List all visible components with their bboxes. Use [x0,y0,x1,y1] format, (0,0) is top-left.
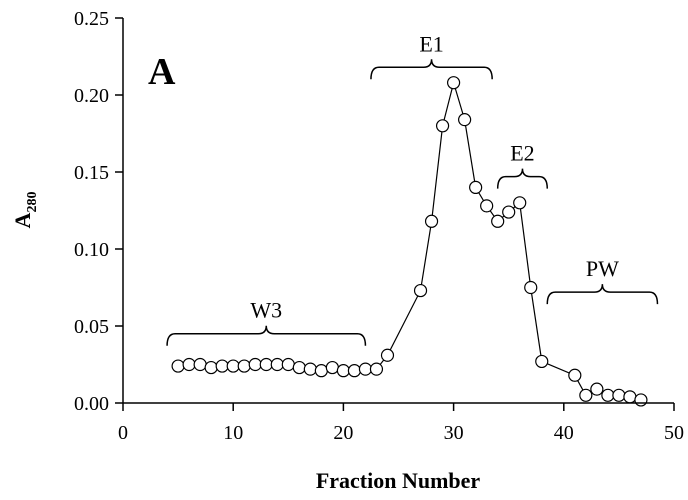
y-axis-title-sub: 280 [25,192,40,213]
data-point [215,359,229,373]
data-point [336,364,350,378]
data-point [347,364,362,378]
data-point [314,364,328,378]
data-point [568,368,582,382]
data-point [248,357,262,372]
y-tick-label: 0.05 [74,316,109,338]
data-point [524,280,538,295]
y-ticks: 0.00 0.05 0.10 0.15 0.20 0.25 [74,8,123,415]
annotation-label: PW [586,256,619,281]
data-point [413,283,428,298]
x-axis-title: Fraction Number [316,468,481,493]
data-point [491,214,505,228]
data-point [601,388,615,402]
data-point [292,360,306,375]
annotation-brace [546,284,659,305]
data-point [259,357,273,372]
y-tick-label: 0.25 [74,8,109,30]
data-point [458,113,472,127]
data-point [424,214,439,228]
x-tick-label: 10 [223,422,243,444]
data-point [204,360,218,375]
x-tick-label: 50 [664,422,684,444]
data-point [380,348,395,362]
y-axis-title-main: A [10,212,35,228]
annotation-label: E1 [419,31,443,56]
data-point [623,390,637,404]
annotation-brace [496,168,549,189]
x-tick-label: 0 [118,422,128,444]
data-point [281,357,295,372]
annotation-brace [166,325,367,346]
x-ticks: 0 10 20 30 40 50 [118,403,684,444]
data-point [469,180,483,194]
y-tick-label: 0.15 [74,162,109,184]
data-point [193,357,207,372]
x-tick-label: 30 [444,422,464,444]
annotation-label: E2 [510,141,534,166]
svg-text:A280: A280 [10,192,40,229]
y-axis-title: A280 [10,192,40,229]
data-point [535,354,549,369]
y-tick-label: 0.00 [74,393,109,415]
data-point [303,362,317,376]
annotation-brackets: W3 E1 E2 PW [166,31,659,346]
data-point [480,199,494,213]
annotation-brace [370,59,493,80]
data-point [325,360,339,375]
data-point [502,205,516,219]
panel-label: A [148,51,176,93]
data-point [182,357,196,372]
data-point [579,388,593,402]
axes [122,18,674,404]
data-point [226,359,240,373]
series-layer [171,76,648,407]
y-tick-label: 0.20 [74,85,109,107]
data-point [612,388,626,402]
data-point [358,362,373,376]
annotation-label: W3 [250,298,282,323]
x-tick-label: 20 [333,422,353,444]
data-point [270,357,284,372]
data-point [369,362,384,376]
data-point [590,382,604,396]
y-tick-label: 0.10 [74,239,109,261]
data-point [171,359,185,373]
data-point [513,196,527,210]
series-line [178,80,642,401]
data-point [435,119,450,133]
data-point [447,76,461,90]
data-point [237,359,251,373]
data-point [634,393,648,407]
x-tick-label: 40 [554,422,574,444]
